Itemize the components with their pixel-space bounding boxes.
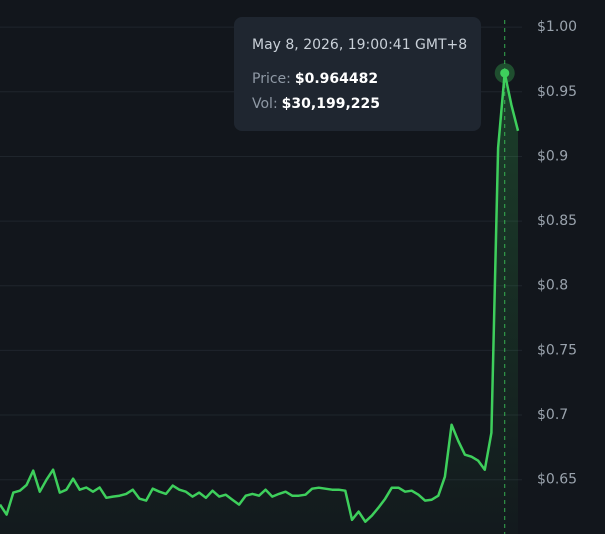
tooltip-date: May 8, 2026, 19:00:41 GMT+8 xyxy=(252,37,467,53)
vol-value: $30,199,225 xyxy=(282,96,380,112)
tooltip: May 8, 2026, 19:00:41 GMT+8 Price: $0.964… xyxy=(234,17,481,131)
tooltip-price: Price: $0.964482 xyxy=(252,71,378,87)
y-tick-label: $0.8 xyxy=(537,278,568,294)
y-tick-label: $0.85 xyxy=(537,213,577,229)
price-value: $0.964482 xyxy=(295,71,378,87)
price-line xyxy=(0,71,520,523)
y-tick-label: $0.7 xyxy=(537,407,568,423)
y-tick-label: $0.75 xyxy=(537,342,577,358)
y-tick-label: $1.00 xyxy=(537,19,577,35)
y-tick-label: $0.95 xyxy=(537,84,577,100)
tooltip-box xyxy=(234,17,481,131)
plot xyxy=(0,20,520,534)
tooltip-vol: Vol: $30,199,225 xyxy=(252,96,380,112)
vol-label: Vol: xyxy=(252,96,278,112)
price-label: Price: xyxy=(252,71,291,87)
y-tick-label: $0.9 xyxy=(537,148,568,164)
hover-point xyxy=(500,68,510,78)
area xyxy=(0,73,518,534)
grid: $1.00 $0.95 $0.9 $0.85 $0.8 $0.75 $0.7 $0.65 xyxy=(0,19,577,488)
y-tick-label: $0.65 xyxy=(537,472,577,488)
